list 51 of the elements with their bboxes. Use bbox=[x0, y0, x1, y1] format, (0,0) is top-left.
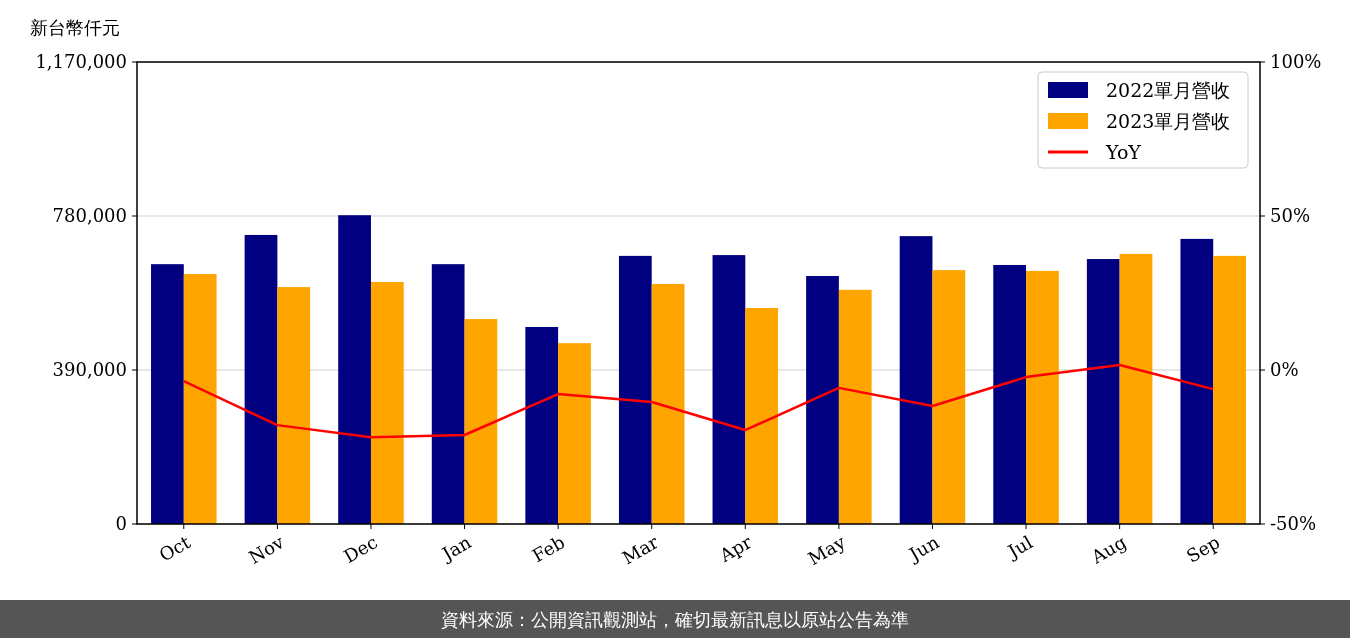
y2-tick-label: -50% bbox=[1270, 513, 1317, 534]
line-series bbox=[182, 363, 1215, 439]
bar bbox=[431, 264, 465, 524]
y2-tick-label: 0% bbox=[1270, 359, 1299, 380]
bar bbox=[712, 255, 746, 524]
bar bbox=[1180, 238, 1214, 524]
bar bbox=[899, 236, 933, 524]
bar bbox=[806, 276, 839, 524]
y-tick-label: 390,000 bbox=[52, 359, 127, 380]
bar bbox=[151, 264, 184, 524]
legend-label: YoY bbox=[1105, 141, 1142, 163]
bar bbox=[1026, 270, 1059, 524]
y2-tick-label: 50% bbox=[1270, 205, 1311, 226]
bar bbox=[618, 255, 652, 524]
y-tick-label: 0 bbox=[115, 513, 127, 534]
legend-label: 2022單月營收 bbox=[1106, 79, 1231, 101]
x-tick-label: Jan bbox=[436, 531, 475, 566]
x-tick-label: Aug bbox=[1086, 531, 1130, 569]
bar bbox=[183, 274, 217, 524]
y2-tick-label: 100% bbox=[1270, 51, 1322, 72]
bar bbox=[1213, 255, 1246, 524]
x-tick-label: Nov bbox=[245, 530, 289, 568]
y-axis-title: 新台幣仟元 bbox=[30, 17, 120, 38]
footer-band: 資料來源：公開資訊觀測站，確切最新訊息以原站公告為準 bbox=[0, 600, 1350, 638]
bar bbox=[745, 308, 779, 524]
legend-label: 2023單月營收 bbox=[1106, 110, 1231, 132]
bar bbox=[464, 319, 498, 524]
x-tick-label: Mar bbox=[618, 531, 663, 569]
bar bbox=[838, 289, 872, 524]
x-tick-label: Oct bbox=[155, 530, 195, 566]
source-note: 資料來源：公開資訊觀測站，確切最新訊息以原站公告為準 bbox=[441, 609, 909, 630]
y-tick-label: 1,170,000 bbox=[35, 51, 127, 72]
x-tick-label: May bbox=[804, 530, 850, 570]
y-tick-label: 780,000 bbox=[52, 205, 127, 226]
x-tick-label: Dec bbox=[340, 531, 381, 568]
bar bbox=[338, 215, 371, 524]
x-tick-label: Jul bbox=[1002, 531, 1037, 563]
bar bbox=[1086, 259, 1120, 524]
bar bbox=[525, 326, 559, 524]
bar bbox=[993, 264, 1027, 524]
bar bbox=[651, 283, 685, 524]
bar bbox=[932, 270, 966, 524]
bar bbox=[1119, 253, 1153, 524]
x-tick-label: Sep bbox=[1182, 531, 1224, 567]
bar bbox=[370, 281, 404, 524]
x-tick-label: Jun bbox=[903, 531, 943, 566]
x-tick-label: Apr bbox=[715, 531, 756, 567]
bar bbox=[244, 234, 278, 524]
bar bbox=[277, 287, 311, 524]
bar bbox=[558, 343, 591, 524]
x-tick-label: Feb bbox=[528, 531, 569, 567]
